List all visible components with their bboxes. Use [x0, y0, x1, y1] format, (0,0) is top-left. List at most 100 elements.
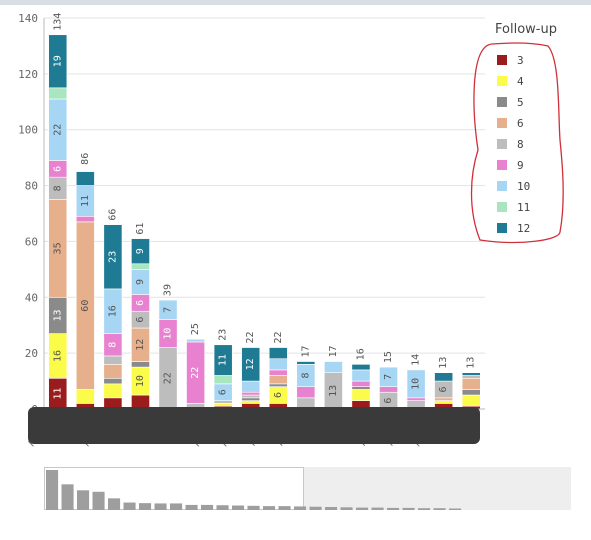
overview-bar	[92, 491, 105, 510]
bar-segment-10[interactable]	[351, 369, 371, 382]
redacted-x-axis-labels	[28, 407, 480, 444]
bar-total-label: 15	[383, 351, 394, 363]
bar-segment-9[interactable]	[241, 391, 261, 396]
legend-label: 3	[517, 53, 524, 67]
bar-segment-4[interactable]	[103, 383, 123, 399]
segment-value-label: 9	[135, 279, 146, 285]
y-tick-label: 60	[25, 235, 38, 248]
legend-label: 5	[517, 95, 524, 109]
legend-swatch	[497, 97, 507, 107]
bar-segment-9[interactable]	[406, 397, 426, 401]
segment-value-label: 60	[80, 300, 91, 312]
bar-segment-5[interactable]	[103, 377, 123, 385]
bar-segment-6[interactable]	[434, 397, 454, 401]
bar-segment-8[interactable]	[461, 375, 481, 379]
y-tick-label: 140	[18, 12, 38, 25]
bars[interactable]: 1116133586221913460118681623661012669961…	[48, 13, 481, 410]
bar-segment-8[interactable]	[103, 355, 123, 365]
overview-bar	[154, 503, 167, 510]
bar-segment-4[interactable]	[351, 389, 371, 401]
bar-segment-12[interactable]	[461, 372, 481, 376]
bar-segment-4[interactable]	[434, 400, 454, 404]
legend-item-5[interactable]: 5	[497, 95, 524, 109]
segment-value-label: 16	[107, 305, 118, 317]
bar-segment-12[interactable]	[75, 171, 95, 186]
bar-segment-10[interactable]	[158, 299, 178, 320]
y-axis: 020406080100120140	[18, 12, 45, 416]
bar-segment-12[interactable]	[268, 347, 288, 360]
legend-label: 6	[517, 116, 524, 130]
segment-value-label: 12	[245, 358, 256, 370]
bar-segment-12[interactable]	[351, 364, 371, 371]
overview-bar	[371, 507, 384, 510]
segment-value-label: 11	[218, 354, 229, 366]
legend[interactable]: Follow-up 3 4 5 6 8 9 10 11 12	[493, 22, 588, 235]
bar-segment-11[interactable]	[131, 263, 150, 270]
bar-segment-4[interactable]	[75, 389, 95, 404]
bar-segment-10[interactable]	[324, 361, 343, 373]
legend-label: 8	[517, 137, 524, 151]
overview-bar	[387, 507, 400, 510]
legend-item-9[interactable]: 9	[497, 158, 524, 172]
bar-segment-5[interactable]	[241, 397, 261, 401]
legend-item-11[interactable]: 11	[497, 200, 530, 214]
bar-segment-10[interactable]	[406, 369, 426, 399]
overview-bar	[185, 504, 198, 510]
bar-segment-6[interactable]	[103, 364, 123, 379]
bar-segment-5[interactable]	[268, 383, 288, 387]
bar-segment-9[interactable]	[351, 380, 371, 387]
legend-item-10[interactable]: 10	[497, 179, 530, 193]
bar-segment-5[interactable]	[461, 389, 481, 396]
bar-segment-4[interactable]	[461, 394, 481, 407]
overview-bar	[356, 507, 369, 510]
bar-segment-12[interactable]	[434, 372, 454, 382]
bar-segment-11[interactable]	[213, 375, 233, 385]
segment-value-label: 8	[300, 372, 311, 378]
bar-segment-6[interactable]	[461, 377, 481, 390]
legend-item-8[interactable]: 8	[497, 137, 524, 151]
bar-total-label: 13	[466, 357, 477, 369]
bar-segment-12[interactable]	[213, 344, 233, 376]
overview-bar	[418, 508, 431, 510]
bar-segment-4[interactable]	[213, 403, 233, 407]
bar-segment-11[interactable]	[48, 87, 68, 100]
legend-item-3[interactable]: 3	[497, 53, 524, 67]
segment-value-label: 12	[135, 339, 146, 351]
legend-swatch	[497, 118, 507, 128]
bar-segment-12[interactable]	[241, 347, 261, 382]
overview-bar	[201, 504, 214, 510]
bar-segment-12[interactable]	[296, 361, 316, 365]
bar-segment-5[interactable]	[131, 361, 150, 368]
bar-segment-9[interactable]	[75, 215, 95, 223]
overview-bar	[123, 502, 136, 510]
overview-bar	[294, 506, 307, 510]
bar-segment-12[interactable]	[131, 238, 150, 265]
segment-value-label: 7	[383, 374, 394, 380]
bar-segment-10[interactable]	[379, 366, 398, 387]
bar-segment-9[interactable]	[268, 369, 288, 376]
legend-item-12[interactable]: 12	[497, 221, 530, 235]
overview-bar	[232, 505, 245, 510]
legend-item-6[interactable]: 6	[497, 116, 524, 130]
bar-segment-12[interactable]	[103, 224, 123, 290]
bar-segment-9[interactable]	[379, 386, 398, 393]
legend-item-4[interactable]: 4	[497, 74, 524, 88]
bar-segment-9[interactable]	[296, 386, 316, 399]
bar-segment-6[interactable]	[268, 375, 288, 385]
segment-value-label: 6	[52, 166, 63, 172]
bar-total-label: 25	[190, 323, 201, 335]
bar-segment-10[interactable]	[241, 380, 261, 393]
bar-segment-8[interactable]	[213, 400, 233, 404]
overview-bar	[139, 503, 152, 510]
legend-swatch	[497, 181, 507, 191]
bar-segment-10[interactable]	[186, 338, 205, 343]
legend-swatch	[497, 55, 507, 65]
segment-value-label: 11	[52, 388, 63, 400]
overview-bar	[247, 505, 260, 510]
bar-segment-12[interactable]	[48, 34, 68, 89]
bar-segment-5[interactable]	[351, 386, 371, 390]
bar-segment-4[interactable]	[241, 400, 261, 404]
bar-segment-10[interactable]	[268, 358, 288, 371]
bar-segment-8[interactable]	[241, 394, 261, 399]
overview-bar	[61, 484, 74, 510]
